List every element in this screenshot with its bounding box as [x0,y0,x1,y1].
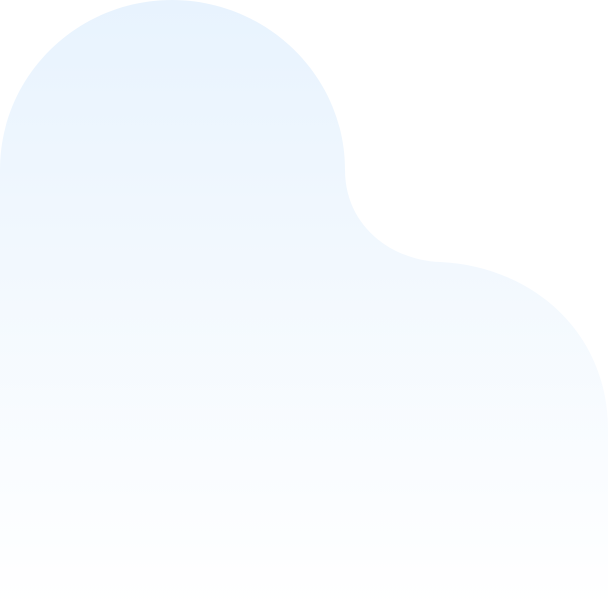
blob-path [0,0,608,608]
decorative-background [0,0,608,608]
decorative-blob-shape [0,0,608,608]
